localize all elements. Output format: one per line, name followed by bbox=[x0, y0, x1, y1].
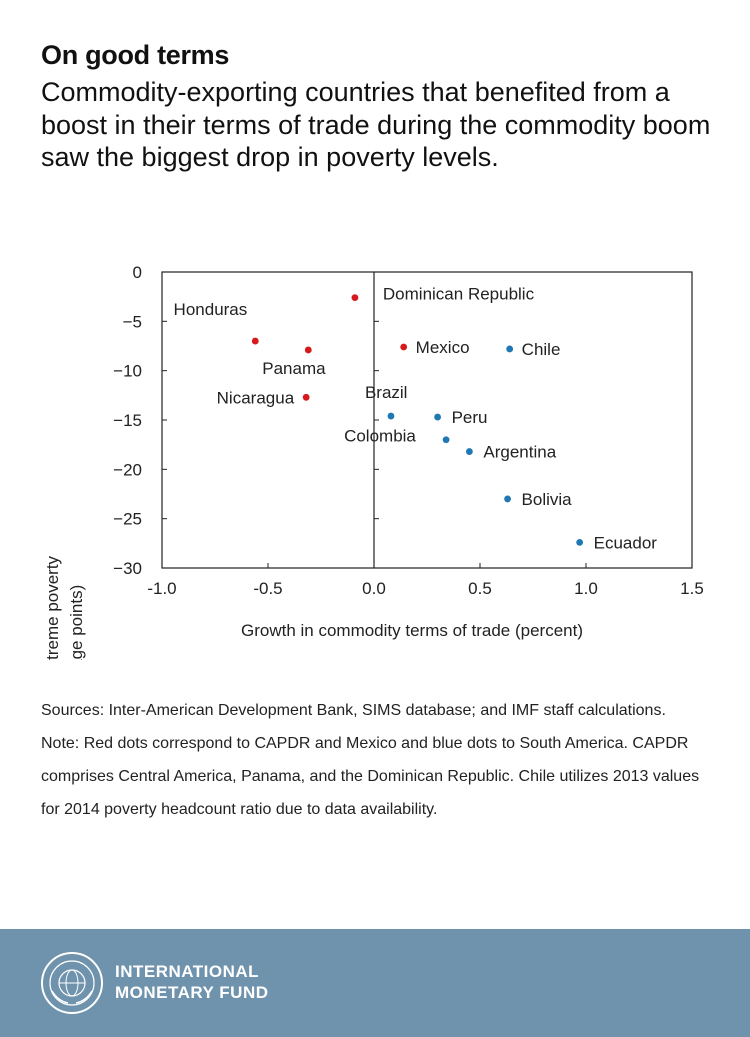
y-axis-label-line2: (percentage points) bbox=[67, 585, 86, 660]
x-tick-label: 1.5 bbox=[680, 579, 704, 598]
point-label: Dominican Republic bbox=[383, 285, 535, 304]
chart-title: On good terms bbox=[41, 40, 230, 70]
x-axis-label: Growth in commodity terms of trade (perc… bbox=[241, 621, 583, 640]
x-tick-label: 0.5 bbox=[468, 579, 492, 598]
data-point bbox=[576, 538, 584, 546]
data-point bbox=[466, 448, 473, 455]
y-tick-label: 0 bbox=[133, 263, 142, 282]
point-label: Colombia bbox=[344, 427, 416, 446]
chart-subtitle: Commodity-exporting countries that benef… bbox=[41, 77, 711, 172]
point-label: Panama bbox=[262, 359, 326, 378]
x-tick-label: -0.5 bbox=[253, 579, 282, 598]
data-point bbox=[251, 337, 259, 345]
x-tick-label: -1.0 bbox=[147, 579, 176, 598]
point-label: Honduras bbox=[174, 300, 248, 319]
chart-marks: Dominican Republic Honduras Panama Nicaragu… bbox=[174, 285, 658, 553]
data-point bbox=[442, 436, 450, 444]
footer-banner: INTERNATIONAL MONETARY FUND bbox=[0, 929, 750, 1037]
y-tick-label: −30 bbox=[113, 559, 142, 578]
y-tick-label: −20 bbox=[113, 460, 142, 479]
data-point bbox=[351, 294, 359, 302]
point-label: Nicaragua bbox=[217, 388, 295, 407]
note-text: Note: Red dots correspond to CAPDR and M… bbox=[41, 735, 700, 818]
x-tick-label: 0.0 bbox=[362, 579, 386, 598]
y-tick-label: −25 bbox=[113, 510, 142, 529]
y-tick-label: −15 bbox=[113, 411, 142, 430]
chart-ticks: -1.0 -0.5 0.0 0.5 1.0 1.5 0 −5 −10 −15 −20 −25 −30 bbox=[113, 263, 704, 598]
data-point bbox=[504, 495, 511, 503]
data-point bbox=[434, 413, 441, 421]
y-axis-label-secondary: (percentage points) bbox=[67, 585, 86, 660]
y-tick-label: −5 bbox=[123, 312, 142, 331]
data-point bbox=[304, 346, 312, 354]
org-name: INTERNATIONAL MONETARY FUND bbox=[115, 961, 269, 1003]
y-axis-label: Change in extreme poverty bbox=[43, 555, 62, 660]
y-axis-label-line1: Change in extreme poverty bbox=[43, 555, 62, 660]
data-point bbox=[302, 393, 310, 401]
point-label: Bolivia bbox=[522, 490, 573, 509]
point-label: Chile bbox=[522, 340, 561, 359]
x-tick-label: 1.0 bbox=[574, 579, 598, 598]
data-point bbox=[387, 412, 395, 420]
y-tick-label: −10 bbox=[113, 362, 142, 381]
sources-note: Sources: Inter-American Development Bank… bbox=[41, 702, 666, 719]
scatter-chart: -1.0 -0.5 0.0 0.5 1.0 1.5 0 −5 −10 −15 −20 −25 −30 D… bbox=[43, 263, 704, 660]
data-point bbox=[506, 345, 514, 353]
point-label: Mexico bbox=[416, 338, 470, 357]
data-point bbox=[400, 343, 408, 351]
point-label: Ecuador bbox=[594, 533, 658, 552]
imf-seal-icon bbox=[41, 952, 103, 1014]
chart-notes: Sources: Inter-American Development Bank… bbox=[41, 694, 721, 826]
org-name-line1: INTERNATIONAL bbox=[115, 962, 260, 981]
point-label: Argentina bbox=[483, 443, 556, 462]
org-name-line2: MONETARY FUND bbox=[115, 983, 269, 1002]
point-label: Brazil bbox=[365, 383, 408, 402]
point-label: Peru bbox=[452, 408, 488, 427]
